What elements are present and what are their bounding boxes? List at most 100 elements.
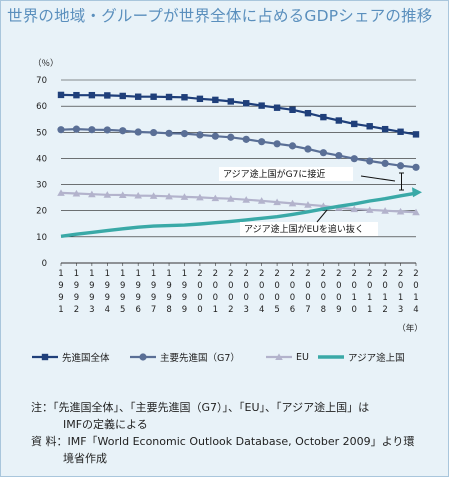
legend-label: 先進国全体 [62,353,110,364]
notes: 注：「先進国全体」、「主要先進国（G7）」、「EU」、「アジア途上国」は IMF… [31,399,441,467]
data-point [227,98,234,105]
x-tick-label: 2 [321,269,326,279]
data-point [396,207,405,215]
data-point [365,206,374,213]
series-lines [57,91,422,238]
x-tick-label: 8 [166,305,171,315]
x-tick-label: 3 [244,305,249,315]
data-point [289,106,296,114]
x-tick-label: 3 [398,305,403,315]
x-tick-label: 2 [367,269,372,279]
x-tick-label: 0 [367,281,372,291]
x-tick-label: 1 [89,269,94,279]
data-point [88,91,96,99]
data-point [57,126,65,134]
legend-swatch [32,353,58,361]
x-tick-label: 0 [290,293,295,303]
x-tick-label: 3 [89,305,94,315]
x-tick-label: 0 [321,281,326,291]
x-tick-label: 1 [151,269,156,279]
data-point [119,92,126,100]
x-tick-label: 0 [259,281,264,291]
x-tick-label: 0 [197,305,202,315]
annotation-leader-eu [316,209,328,223]
x-tick-label: 1 [58,305,63,315]
x-axis-unit: （年） [397,323,423,334]
data-point [57,189,65,196]
x-tick-label: 4 [413,305,418,315]
x-tick-label: 1 [135,269,140,279]
data-point [366,157,374,165]
x-tick-label: 0 [244,293,249,303]
data-point [150,93,157,100]
data-point [257,197,266,204]
data-point [134,191,142,199]
data-point [397,128,404,135]
x-tick-label: 9 [182,305,187,315]
data-point [319,149,327,157]
x-tick-label: 2 [259,269,264,279]
x-tick-label: 9 [120,293,125,303]
legend-item: EU [265,347,309,367]
y-tick-label: 30 [36,181,47,191]
y-tick-label: 50 [36,128,47,138]
x-tick-label: 2 [382,269,387,279]
x-tick-label: 9 [89,281,94,291]
legend-swatch [266,353,292,360]
series-line-3 [60,191,417,238]
x-tick-label: 1 [166,269,171,279]
x-tick-label: 5 [274,305,279,315]
data-point [243,100,250,107]
data-point [381,125,389,133]
x-tick-label: 0 [305,293,310,303]
x-tick-label: 1 [398,293,403,303]
series-line-2 [60,191,417,214]
x-tick-label: 0 [321,293,326,303]
data-point [320,113,327,121]
data-point [226,195,235,202]
axes: 010203040506070（％）1991199219931994199519… [33,58,423,334]
legend-swatch [318,355,344,359]
data-point [242,135,250,143]
data-point [180,129,189,138]
x-tick-label: 9 [105,293,110,303]
data-point [350,155,358,163]
x-tick-label: 2 [228,269,233,279]
data-point [288,142,297,150]
x-tick-label: 2 [197,269,202,279]
data-point [273,104,281,111]
x-tick-label: 0 [274,293,279,303]
y-axis-unit: （％） [33,58,59,69]
data-point [72,125,81,133]
annotation-eu: アジア途上国がEUを追い抜く [244,223,364,235]
data-point [366,123,373,130]
data-point [273,140,281,148]
data-point [304,201,312,208]
x-tick-label: 2 [352,269,357,279]
chart-title: 世界の地域・グループが世界全体に占めるGDPシェアの推移 [7,7,433,25]
data-point [196,95,204,103]
data-point [196,193,204,201]
data-point [258,102,265,109]
x-tick-label: 2 [290,269,295,279]
data-point [181,94,188,101]
x-tick-label: 7 [151,305,156,315]
data-point [118,191,127,199]
annotation-g7: アジア途上国がG7に接近 [223,168,325,180]
data-point [381,207,389,214]
x-tick-label: 1 [105,269,110,279]
data-point [72,189,81,197]
legend-label: 主要先進国（G7） [160,353,240,364]
x-tick-label: 6 [135,305,140,315]
x-tick-label: 9 [74,281,79,291]
x-tick-label: 2 [74,305,79,315]
x-tick-label: 2 [213,269,218,279]
x-tick-label: 0 [228,281,233,291]
data-point [227,133,235,141]
x-tick-label: 1 [120,269,125,279]
data-point [196,131,204,139]
data-point [149,192,158,199]
x-tick-label: 6 [290,305,295,315]
x-tick-label: 0 [259,293,264,303]
